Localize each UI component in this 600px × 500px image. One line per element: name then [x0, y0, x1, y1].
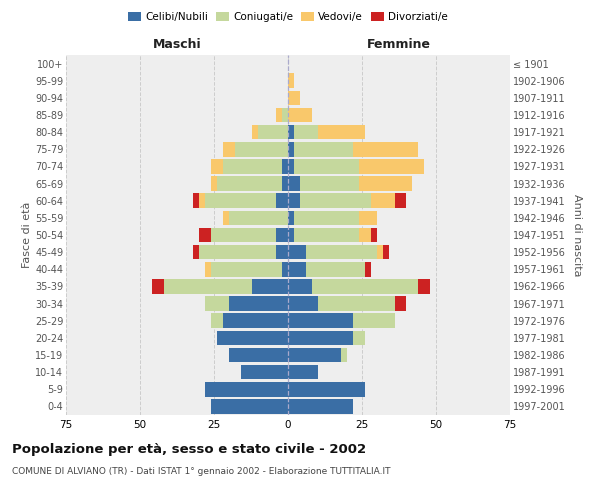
- Bar: [359, 210, 377, 225]
- Bar: [229, 348, 288, 362]
- Bar: [383, 245, 389, 260]
- Bar: [193, 194, 199, 208]
- Bar: [294, 159, 359, 174]
- Bar: [294, 228, 359, 242]
- Bar: [211, 228, 276, 242]
- Bar: [377, 245, 383, 260]
- Bar: [294, 210, 359, 225]
- Bar: [365, 262, 371, 276]
- Bar: [317, 296, 395, 311]
- Bar: [288, 330, 353, 345]
- Legend: Celibi/Nubili, Coniugati/e, Vedovi/e, Divorziati/e: Celibi/Nubili, Coniugati/e, Vedovi/e, Di…: [124, 8, 452, 26]
- Bar: [288, 108, 311, 122]
- Bar: [353, 330, 365, 345]
- Bar: [395, 296, 406, 311]
- Bar: [311, 279, 418, 293]
- Bar: [205, 296, 229, 311]
- Bar: [229, 296, 288, 311]
- Bar: [223, 159, 282, 174]
- Bar: [288, 194, 300, 208]
- Bar: [276, 228, 288, 242]
- Bar: [359, 159, 424, 174]
- Bar: [276, 108, 282, 122]
- Bar: [282, 262, 288, 276]
- Bar: [294, 142, 353, 156]
- Bar: [205, 194, 276, 208]
- Bar: [288, 74, 294, 88]
- Bar: [211, 399, 288, 413]
- Bar: [288, 176, 300, 191]
- Text: Femmine: Femmine: [367, 38, 431, 52]
- Bar: [353, 314, 395, 328]
- Bar: [359, 228, 371, 242]
- Bar: [253, 279, 288, 293]
- Bar: [353, 142, 418, 156]
- Bar: [229, 210, 288, 225]
- Bar: [253, 125, 259, 140]
- Bar: [288, 296, 317, 311]
- Bar: [259, 125, 288, 140]
- Bar: [341, 348, 347, 362]
- Bar: [199, 245, 276, 260]
- Bar: [288, 382, 365, 396]
- Bar: [288, 142, 294, 156]
- Bar: [282, 159, 288, 174]
- Bar: [276, 245, 288, 260]
- Bar: [211, 314, 223, 328]
- Bar: [371, 228, 377, 242]
- Bar: [288, 279, 311, 293]
- Bar: [217, 330, 288, 345]
- Bar: [235, 142, 288, 156]
- Bar: [288, 365, 317, 380]
- Bar: [223, 142, 235, 156]
- Bar: [282, 176, 288, 191]
- Bar: [317, 125, 365, 140]
- Bar: [211, 176, 217, 191]
- Bar: [193, 245, 199, 260]
- Bar: [217, 176, 282, 191]
- Bar: [300, 176, 359, 191]
- Text: Maschi: Maschi: [152, 38, 202, 52]
- Bar: [288, 348, 341, 362]
- Bar: [371, 194, 395, 208]
- Bar: [288, 314, 353, 328]
- Text: Popolazione per età, sesso e stato civile - 2002: Popolazione per età, sesso e stato civil…: [12, 442, 366, 456]
- Bar: [211, 159, 223, 174]
- Bar: [288, 210, 294, 225]
- Bar: [306, 245, 377, 260]
- Bar: [223, 210, 229, 225]
- Bar: [294, 125, 317, 140]
- Bar: [282, 108, 288, 122]
- Bar: [300, 194, 371, 208]
- Bar: [288, 159, 294, 174]
- Bar: [199, 194, 205, 208]
- Y-axis label: Anni di nascita: Anni di nascita: [572, 194, 583, 276]
- Bar: [152, 279, 164, 293]
- Bar: [199, 228, 211, 242]
- Text: COMUNE DI ALVIANO (TR) - Dati ISTAT 1° gennaio 2002 - Elaborazione TUTTITALIA.IT: COMUNE DI ALVIANO (TR) - Dati ISTAT 1° g…: [12, 468, 391, 476]
- Y-axis label: Fasce di età: Fasce di età: [22, 202, 32, 268]
- Bar: [276, 194, 288, 208]
- Bar: [205, 262, 211, 276]
- Bar: [288, 90, 300, 105]
- Bar: [241, 365, 288, 380]
- Bar: [288, 262, 306, 276]
- Bar: [223, 314, 288, 328]
- Bar: [359, 176, 412, 191]
- Bar: [205, 382, 288, 396]
- Bar: [288, 245, 306, 260]
- Bar: [211, 262, 282, 276]
- Bar: [288, 399, 353, 413]
- Bar: [288, 125, 294, 140]
- Bar: [306, 262, 365, 276]
- Bar: [164, 279, 253, 293]
- Bar: [395, 194, 406, 208]
- Bar: [418, 279, 430, 293]
- Bar: [288, 228, 294, 242]
